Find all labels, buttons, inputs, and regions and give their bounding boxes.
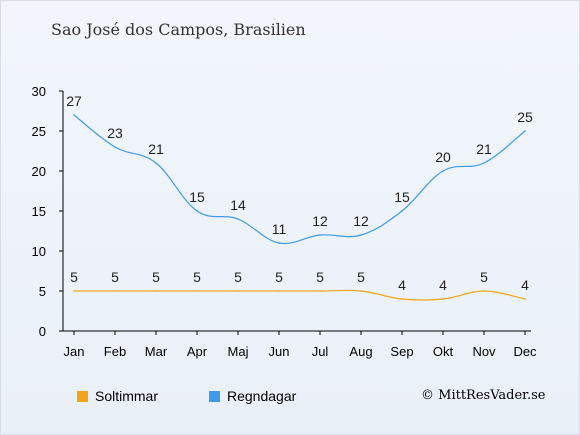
credit-text: © MittResVader.se (421, 388, 546, 403)
data-label-soltimmar: 5 (480, 269, 488, 285)
chart-title: Sao José dos Campos, Brasilien (51, 20, 306, 39)
data-label-regndagar: 21 (476, 141, 492, 157)
data-point-regndagar (155, 162, 157, 164)
data-point-regndagar (401, 210, 403, 212)
data-label-regndagar: 15 (189, 189, 205, 205)
y-tick-label: 15 (32, 204, 46, 219)
x-tick-label: Sep (390, 344, 413, 359)
data-point-regndagar (278, 242, 280, 244)
data-point-soltimmar (319, 290, 321, 292)
legend-item-regndagar: Regndagar (209, 388, 296, 404)
x-tick-label: Nov (472, 344, 496, 359)
x-tick-label: Maj (228, 344, 249, 359)
axes: 0 5 10 15 20 25 30 Jan Feb Mar Apr Maj Jun Jul Aug Sep O… (32, 84, 538, 359)
data-point-regndagar (73, 114, 75, 116)
x-tick-label: Jan (64, 344, 85, 359)
y-tick-label: 20 (32, 164, 46, 179)
data-point-soltimmar (237, 290, 239, 292)
data-labels: 5 5 5 5 5 5 5 5 4 4 5 4 27 23 21 15 14 11 12 12 15 20 21 25 (66, 93, 533, 293)
data-point-regndagar (237, 218, 239, 220)
data-point-soltimmar (483, 290, 485, 292)
data-label-soltimmar: 5 (152, 269, 160, 285)
data-point-regndagar (483, 162, 485, 164)
data-point-soltimmar (155, 290, 157, 292)
legend-swatch-soltimmar (77, 390, 88, 402)
data-label-regndagar: 12 (353, 213, 369, 229)
data-label-regndagar: 11 (272, 221, 287, 237)
data-label-soltimmar: 5 (357, 269, 365, 285)
data-point-regndagar (114, 146, 116, 148)
data-point-regndagar (524, 130, 526, 132)
y-tick-label: 25 (32, 124, 46, 139)
series-line-regndagar (73, 114, 526, 245)
data-label-regndagar: 25 (517, 109, 533, 125)
legend-label-regndagar: Regndagar (227, 388, 297, 404)
data-label-regndagar: 14 (230, 197, 246, 213)
data-point-soltimmar (442, 298, 444, 300)
data-label-soltimmar: 4 (398, 277, 406, 293)
data-point-soltimmar (401, 298, 403, 300)
data-point-regndagar (442, 170, 444, 172)
data-point-soltimmar (114, 290, 116, 292)
x-tick-label: Aug (349, 344, 372, 359)
x-tick-label: Okt (433, 344, 454, 359)
data-label-regndagar: 23 (107, 125, 123, 141)
data-label-soltimmar: 5 (316, 269, 324, 285)
data-label-regndagar: 15 (394, 189, 410, 205)
data-label-soltimmar: 5 (111, 269, 119, 285)
data-label-regndagar: 21 (148, 141, 164, 157)
data-label-soltimmar: 5 (193, 269, 201, 285)
y-tick-label: 0 (39, 324, 46, 339)
x-tick-label: Mar (145, 344, 168, 359)
series-lines (73, 114, 526, 301)
y-tick-label: 30 (32, 84, 46, 99)
data-point-soltimmar (524, 298, 526, 300)
x-tick-label: Apr (187, 344, 208, 359)
data-label-soltimmar: 5 (70, 269, 78, 285)
data-label-soltimmar: 5 (234, 269, 242, 285)
data-point-soltimmar (360, 290, 362, 292)
data-label-regndagar: 20 (435, 149, 451, 165)
y-tick-label: 10 (32, 244, 46, 259)
y-tick-label: 5 (39, 284, 46, 299)
data-label-soltimmar: 4 (439, 277, 447, 293)
series-line-soltimmar (73, 289, 526, 301)
data-label-regndagar: 12 (312, 213, 328, 229)
data-point-soltimmar (196, 290, 198, 292)
legend-item-soltimmar: Soltimmar (77, 388, 158, 404)
data-point-soltimmar (278, 290, 280, 292)
data-point-regndagar (319, 234, 321, 236)
x-tick-label: Feb (104, 344, 126, 359)
data-point-regndagar (196, 210, 198, 212)
legend-label-soltimmar: Soltimmar (95, 388, 159, 404)
x-tick-label: Dec (513, 344, 537, 359)
data-label-soltimmar: 5 (275, 269, 283, 285)
legend-swatch-regndagar (209, 390, 220, 402)
data-point-soltimmar (73, 290, 75, 292)
data-label-soltimmar: 4 (521, 277, 529, 293)
data-label-regndagar: 27 (66, 93, 82, 109)
x-tick-label: Jul (312, 344, 329, 359)
x-tick-label: Jun (269, 344, 290, 359)
data-point-regndagar (360, 234, 362, 236)
